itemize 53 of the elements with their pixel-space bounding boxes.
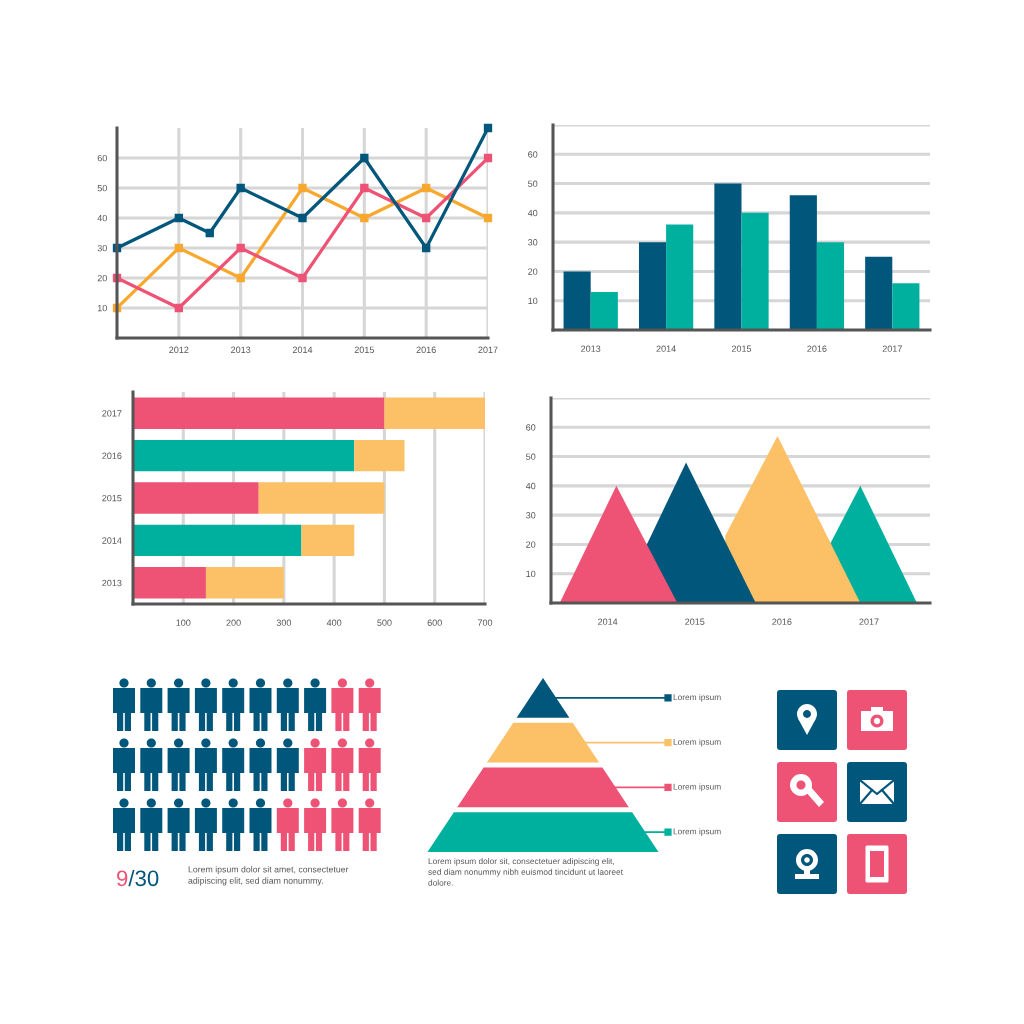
y-tick-label: 50 <box>528 180 538 187</box>
x-tick-label: 2017 <box>859 618 879 625</box>
y-tick-label: 40 <box>525 482 536 490</box>
y-tick-label: 10 <box>526 570 536 578</box>
x-tick-label: 100 <box>176 619 191 626</box>
x-tick-label: 2013 <box>581 345 601 352</box>
category-label: Lorem ipsum <box>673 783 721 792</box>
y-tick-label: 2015 <box>102 494 122 502</box>
category-label: Lorem ipsum <box>673 828 721 837</box>
y-tick-label: 40 <box>527 209 538 217</box>
data-label: /30 <box>128 869 159 887</box>
y-tick-label: 2017 <box>102 410 122 417</box>
x-tick-label: 500 <box>377 619 392 626</box>
x-tick-label: 2013 <box>231 346 251 353</box>
x-tick-label: 2016 <box>772 618 792 625</box>
y-tick-label: 60 <box>97 154 107 162</box>
y-tick-label: 30 <box>97 244 107 252</box>
x-tick-label: 300 <box>276 619 292 626</box>
x-tick-label: 2015 <box>731 345 752 352</box>
data-label: 9 <box>117 870 128 887</box>
y-tick-label: 2014 <box>102 537 122 544</box>
x-tick-label: 2017 <box>478 346 498 353</box>
y-tick-label: 2016 <box>102 452 122 459</box>
x-tick-label: 2012 <box>169 346 189 353</box>
category-label: Lorem ipsum <box>673 738 721 747</box>
y-tick-label: 2013 <box>102 579 122 587</box>
x-tick-label: 200 <box>226 619 241 626</box>
x-tick-label: 2015 <box>685 618 705 625</box>
y-tick-label: 20 <box>526 541 536 548</box>
y-tick-label: 10 <box>528 297 538 305</box>
x-tick-label: 600 <box>427 619 442 626</box>
x-tick-label: 400 <box>326 619 342 626</box>
x-tick-label: 2014 <box>292 346 313 353</box>
y-tick-label: 30 <box>526 512 536 519</box>
text: Lorem ipsum dolor sit amet, consectetuer adipiscing elit, sed diam nonummy. <box>188 866 349 886</box>
y-tick-label: 30 <box>528 239 538 246</box>
x-tick-label: 2014 <box>598 618 618 625</box>
y-tick-label: 10 <box>97 304 107 312</box>
text: Lorem ipsum dolor sit, consectetuer adipiscing elit, sed diam nonummy nibh euismod tincidunt ut laoreet dolore. <box>428 858 623 886</box>
x-tick-label: 2014 <box>656 345 676 352</box>
y-tick-label: 20 <box>97 274 107 282</box>
y-tick-label: 20 <box>528 268 538 275</box>
y-tick-label: 60 <box>528 151 538 158</box>
y-tick-label: 50 <box>97 184 107 192</box>
x-tick-label: 2016 <box>416 346 436 353</box>
category-label: Lorem ipsum <box>673 693 721 702</box>
x-tick-label: 2015 <box>354 346 374 353</box>
x-tick-label: 2016 <box>807 345 827 352</box>
y-tick-label: 60 <box>526 424 536 431</box>
y-tick-label: 50 <box>526 453 536 460</box>
y-tick-label: 40 <box>97 214 107 222</box>
x-tick-label: 700 <box>477 619 493 626</box>
x-tick-label: 2017 <box>882 345 902 352</box>
